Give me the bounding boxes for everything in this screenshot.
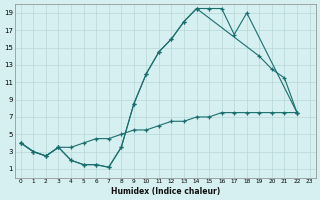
X-axis label: Humidex (Indice chaleur): Humidex (Indice chaleur) xyxy=(111,187,220,196)
